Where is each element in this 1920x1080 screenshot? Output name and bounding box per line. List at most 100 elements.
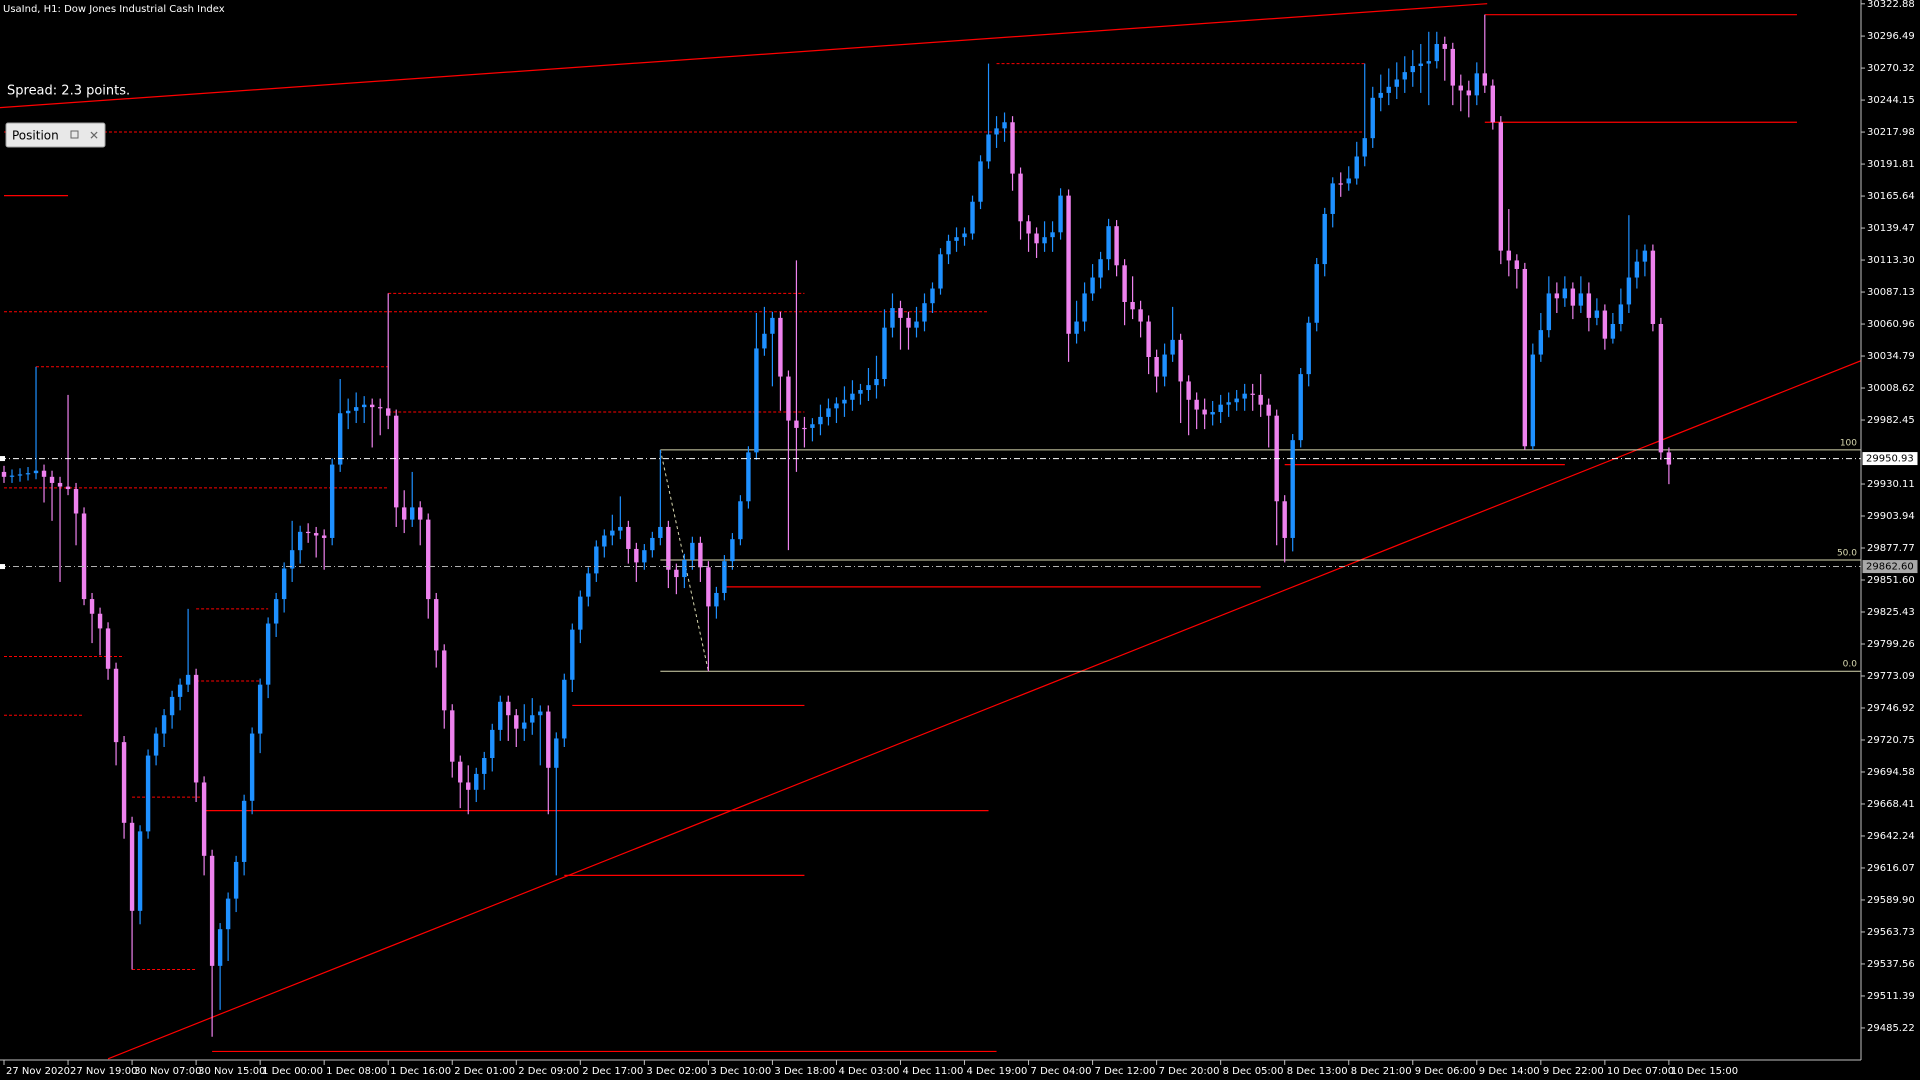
candle-body [1394, 79, 1399, 87]
candle-body [762, 333, 767, 349]
trendline [107, 360, 1861, 1060]
candle-body [1578, 293, 1584, 306]
candle-body [129, 822, 135, 911]
candle-body [842, 399, 847, 404]
x-tick-label: 7 Dec 04:00 [1031, 1066, 1092, 1077]
candle-body [233, 861, 239, 899]
candle-body [1250, 393, 1255, 395]
x-tick-label: 27 Nov 2020 [6, 1066, 70, 1077]
candle-body [297, 531, 303, 551]
candle-body [482, 758, 487, 774]
candle-body [1154, 357, 1159, 377]
price-marker [0, 564, 5, 570]
candle-body [562, 679, 567, 739]
candle-body [1546, 293, 1552, 331]
y-tick-label: 29694.58 [1867, 767, 1915, 778]
candle-body [345, 410, 351, 414]
y-tick-label: 29589.90 [1867, 895, 1915, 906]
x-tick-label: 2 Dec 09:00 [518, 1066, 579, 1077]
candle-body [770, 317, 775, 334]
candle-body [89, 599, 95, 614]
candle-body [1202, 409, 1207, 415]
y-tick-label: 30139.47 [1867, 223, 1915, 234]
candle-body [1050, 232, 1055, 238]
candle-body [1498, 122, 1504, 251]
candle-body [313, 533, 319, 536]
candle-body [145, 755, 151, 832]
x-tick-label: 2 Dec 01:00 [454, 1066, 515, 1077]
candle-body [658, 526, 663, 538]
candle-body [730, 539, 735, 562]
x-tick-label: 7 Dec 20:00 [1159, 1066, 1220, 1077]
candle-body [1634, 261, 1640, 278]
candle-body [618, 526, 623, 531]
x-tick-label: 8 Dec 21:00 [1351, 1066, 1412, 1077]
candle-body [105, 628, 111, 669]
candle-body [610, 530, 615, 536]
fib-label: 100 [1840, 438, 1857, 448]
candle-body [1530, 354, 1536, 447]
y-tick-label: 29642.24 [1867, 831, 1915, 842]
price-label-box [1861, 559, 1919, 575]
candle-body [1, 471, 7, 477]
x-tick-label: 3 Dec 02:00 [646, 1066, 707, 1077]
candle-body [722, 561, 727, 593]
candle-body [818, 416, 823, 425]
candle-body [169, 696, 175, 716]
candle-body [714, 592, 719, 607]
candle-body [1282, 501, 1287, 538]
x-tick-label: 1 Dec 08:00 [326, 1066, 387, 1077]
candle-body [434, 599, 439, 651]
candle-body [1138, 309, 1143, 322]
candle-body [738, 501, 743, 540]
panel-box[interactable] [5, 122, 106, 148]
candle-body [337, 413, 343, 465]
candle-body [73, 489, 79, 514]
y-tick-label: 29982.45 [1867, 415, 1915, 426]
y-tick-label: 29485.22 [1867, 1023, 1915, 1034]
candle-body [273, 599, 279, 624]
candle-body [890, 308, 895, 328]
candle-body [1658, 323, 1664, 453]
x-tick-label: 30 Nov 15:00 [198, 1066, 265, 1077]
candle-body [209, 855, 215, 966]
candle-body [418, 507, 423, 520]
candle-body [986, 134, 991, 162]
candle-body [882, 327, 887, 380]
candle-body [954, 237, 959, 241]
y-tick-label: 29720.75 [1867, 735, 1915, 746]
y-tick-label: 30113.30 [1867, 255, 1915, 266]
candle-body [1594, 310, 1600, 318]
candle-body [858, 390, 863, 394]
candle-body [506, 701, 511, 716]
candle-body [442, 650, 447, 711]
candle-body [626, 526, 631, 549]
candle-body [1066, 195, 1071, 334]
candle-body [265, 623, 271, 685]
fib-label: 0.0 [1843, 660, 1858, 670]
candle-body [1042, 237, 1047, 244]
candle-body [1618, 304, 1624, 324]
candle-body [1266, 404, 1271, 416]
candle-body [1058, 195, 1063, 233]
x-tick-label: 1 Dec 00:00 [262, 1066, 323, 1077]
candle-body [906, 317, 911, 328]
position-panel[interactable]: Position ✕ [5, 122, 106, 148]
candle-body [602, 535, 607, 547]
panel-restore-icon[interactable] [70, 130, 79, 139]
candle-body [1234, 398, 1239, 403]
panel-close-icon[interactable]: ✕ [89, 129, 99, 143]
candle-body [690, 542, 695, 560]
candle-body [1538, 330, 1544, 355]
candle-body [570, 629, 575, 680]
candle-body [410, 507, 415, 520]
candle-body [1098, 259, 1103, 278]
candle-body [466, 782, 471, 790]
candle-body [1418, 63, 1423, 67]
candle-body [1170, 339, 1175, 355]
y-tick-label: 30244.15 [1867, 95, 1915, 106]
candle-body [1026, 221, 1031, 234]
y-tick-label: 30270.32 [1867, 63, 1915, 74]
candle-body [938, 254, 943, 289]
